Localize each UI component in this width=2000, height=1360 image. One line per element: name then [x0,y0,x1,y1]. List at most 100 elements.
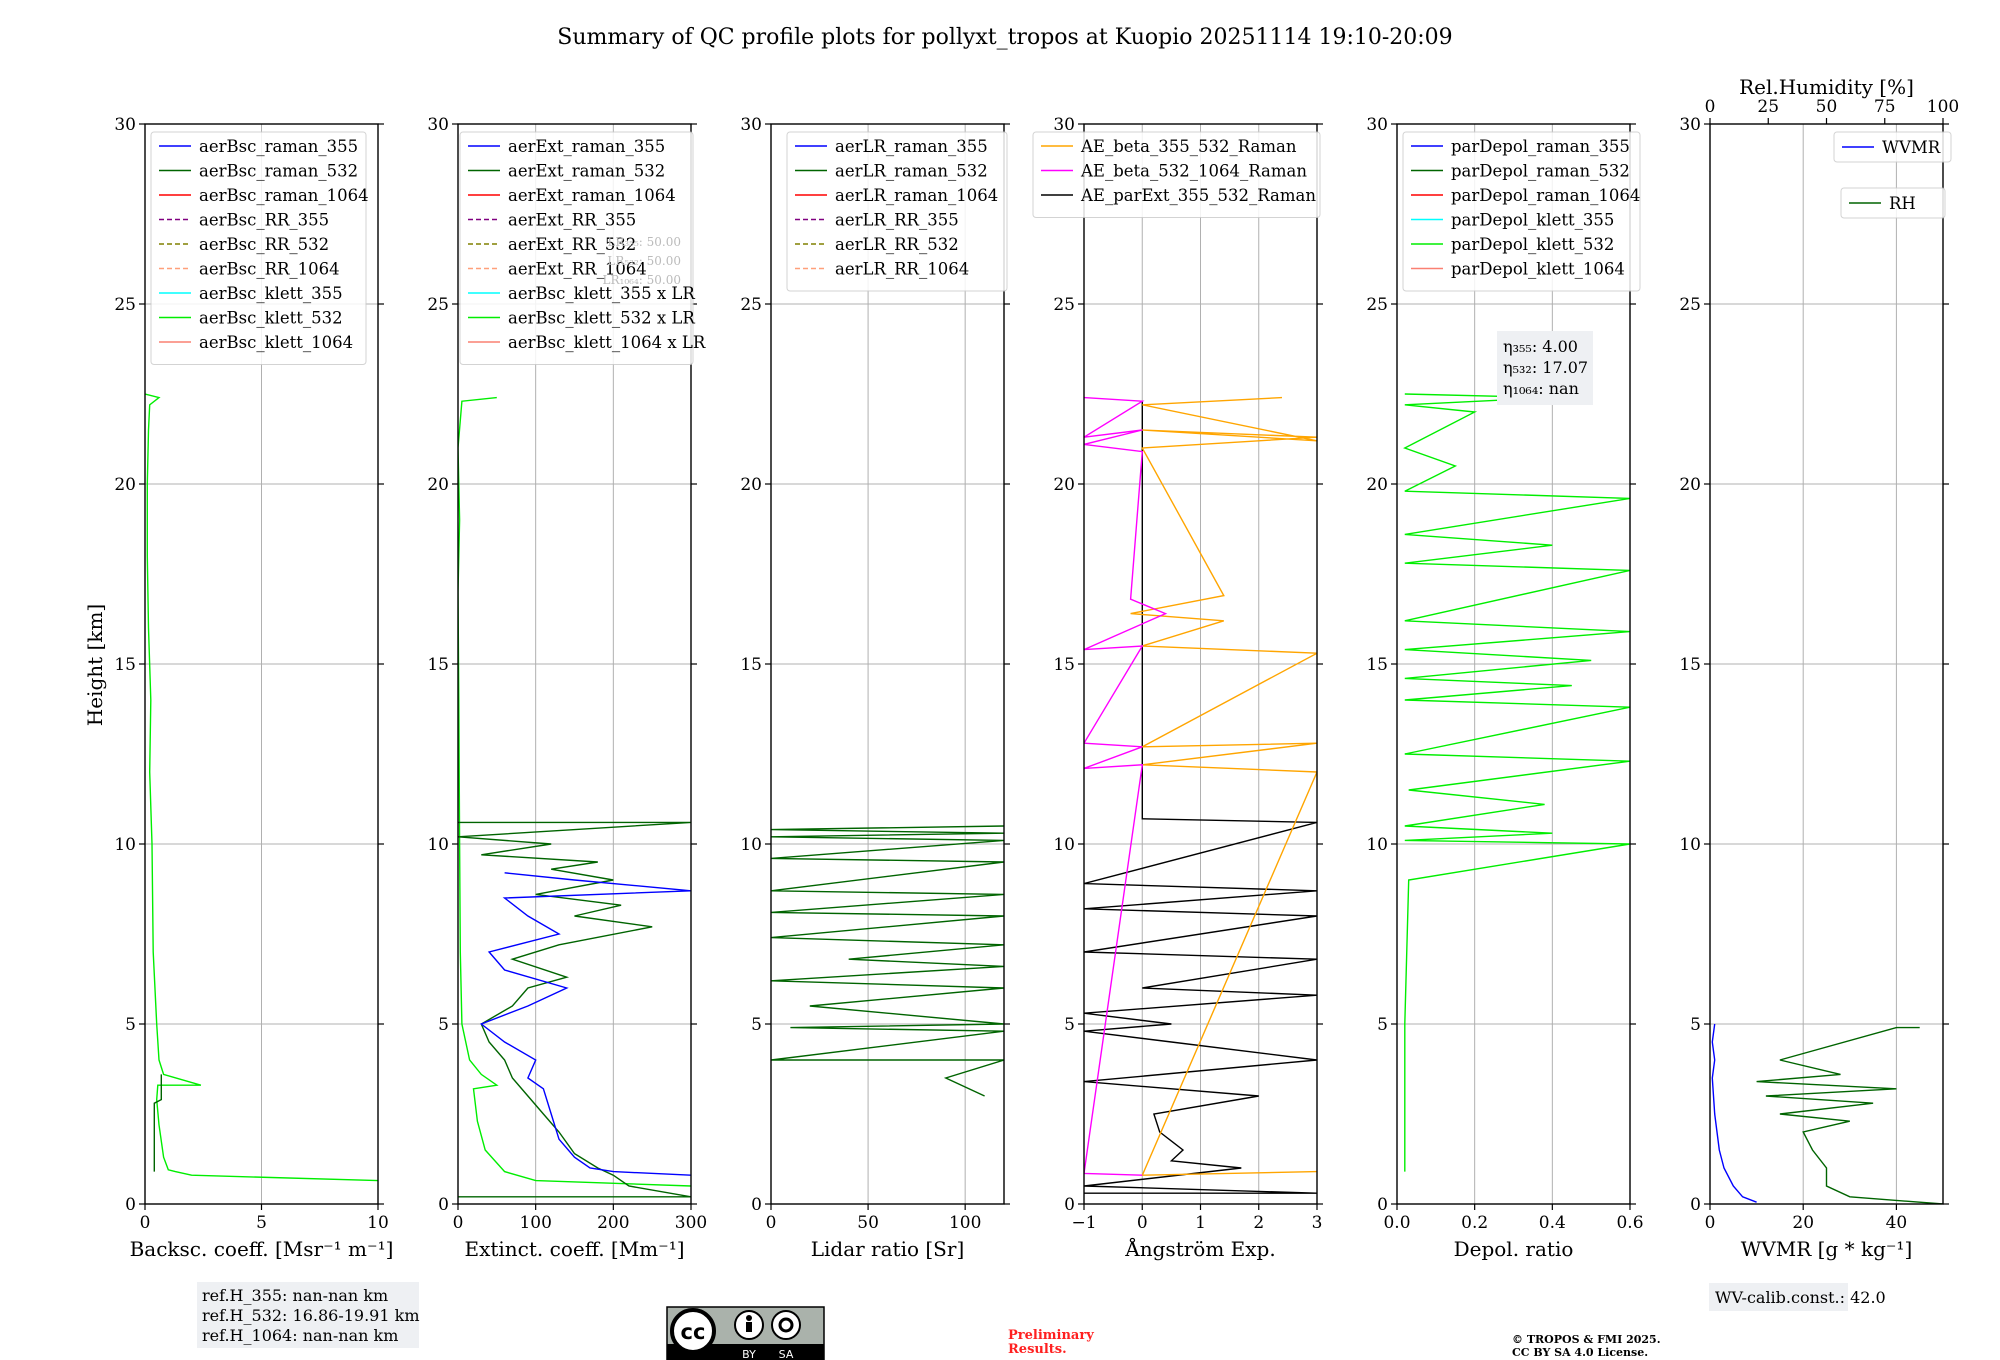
top-tick-label: 50 [1816,97,1838,117]
preliminary-line1: Preliminary [1008,1328,1094,1343]
y-tick-label: 10 [1053,835,1075,855]
y-tick-label: 0 [1690,1195,1701,1215]
eta-label: η₃₅₅: 4.00 [1503,337,1578,356]
legend-label: aerBsc_RR_532 [199,235,329,254]
x-tick-label: 3 [1312,1213,1323,1233]
top-tick-label: 75 [1874,97,1896,117]
series-group [145,393,378,1182]
y-tick-label: 5 [1377,1015,1388,1035]
ref-heights-box [197,1282,419,1348]
legend-label: aerExt_raman_532 [508,162,665,181]
legend-label: aerBsc_klett_532 x LR [508,309,695,328]
legend-label: AE_beta_355_532_Raman [1080,137,1297,156]
y-tick-label: 25 [1366,295,1388,315]
series-aerExt_raman_355 [479,872,691,1176]
x-axis-label: Backsc. coeff. [Msr⁻¹ m⁻¹] [130,1237,394,1261]
x-tick-label: 40 [1886,1213,1908,1233]
y-tick-label: 0 [438,1195,449,1215]
x-tick-label: 0.4 [1539,1213,1566,1233]
panel-lr: 0 5 10 15 20 25 30 0 50 100 Lidar ratio [Sr] aerLR_… [740,115,1010,1261]
legend: aerLR_raman_355 aerLR_raman_532 aerLR_rama… [786,131,1008,292]
legend-label: aerExt_RR_355 [508,211,636,230]
y-tick-label: 5 [125,1015,136,1035]
ref-height-355: ref.H_355: nan-nan km [202,1286,388,1305]
lr-annotation: LR₃₅₅: 50.00 [607,235,681,249]
legend-label: parDepol_klett_1064 [1451,260,1625,279]
x-axis-label: Extinct. coeff. [Mm⁻¹] [464,1237,684,1261]
eta-box [1497,331,1593,405]
legend-box [786,131,1008,292]
y-tick-label: 20 [740,475,762,495]
y-tick-label: 5 [751,1015,762,1035]
legend-label: aerBsc_raman_532 [199,162,358,181]
series-AE_beta_532_1064_Raman [1084,396,1168,1176]
series-group [458,396,691,1198]
sa-text: SA [779,1348,794,1360]
y-tick-label: 15 [1366,655,1388,675]
legend-box [1840,187,1946,219]
preliminary-line2: Results. [1008,1342,1067,1357]
y-tick-label: 20 [1366,475,1388,495]
y-tick-label: 30 [740,115,762,135]
y-tick-label: 0 [1377,1195,1388,1215]
y-tick-label: 30 [427,115,449,135]
legend-label: WVMR [1882,138,1941,157]
x-axis-label: Ångström Exp. [1124,1236,1275,1261]
cc-license-badge: cc BY SA [666,1306,825,1360]
y-tick-label: 15 [1679,655,1701,675]
plot-frame [1396,123,1631,1205]
series-aerBsc_klett_532 [145,393,378,1182]
x-tick-label: 0.0 [1383,1213,1410,1233]
legend-RH: RH [1840,187,1946,219]
series-AE_beta_355_532_Raman [1130,396,1317,1176]
figure-title: Summary of QC profile plots for pollyxt_… [557,25,1452,50]
y-tick-label: 15 [427,655,449,675]
legend-box [1833,131,1952,163]
plot-frame [1709,123,1944,1205]
legend-WVMR: WVMR [1833,131,1952,163]
y-tick-label: 10 [427,835,449,855]
y-axis-label: Height [km] [83,604,107,726]
legend-label: aerBsc_raman_355 [199,137,358,156]
series-group [771,825,1004,1097]
wv-calib-box [1709,1283,1848,1311]
y-tick-label: 30 [1053,115,1075,135]
y-tick-label: 25 [1679,295,1701,315]
legend-label: aerBsc_klett_1064 x LR [508,333,706,352]
plot-frame [457,123,692,1205]
legend-label: AE_parExt_355_532_Raman [1080,186,1316,205]
legend-label: aerLR_RR_532 [835,235,959,254]
legend: aerExt_raman_355 aerExt_raman_532 aerExt_r… [459,131,706,365]
panel-depol: 0 5 10 15 20 25 30 0.0 0.2 0.4 0.6 Depol. ratio parD… [1366,115,1643,1261]
legend-label: aerLR_RR_355 [835,211,959,230]
y-tick-label: 20 [427,475,449,495]
lr-annotation: LR₁₀₆₄: 50.00 [603,273,681,287]
copyright-line2: CC BY SA 4.0 License. [1512,1346,1648,1359]
series-group [1084,396,1317,1194]
legend-label: parDepol_klett_355 [1451,211,1614,230]
legend-label: aerExt_raman_355 [508,137,665,156]
x-tick-label: 0 [1137,1213,1148,1233]
legend-label: aerExt_raman_1064 [508,186,676,205]
legend-label: aerBsc_klett_355 x LR [508,284,695,303]
x-axis-label: Lidar ratio [Sr] [811,1237,965,1261]
y-tick-label: 30 [114,115,136,135]
legend: AE_beta_355_532_Raman AE_beta_532_1064_Ra… [1032,131,1321,218]
ref-height-532: ref.H_532: 16.86-19.91 km [202,1306,420,1325]
x-tick-label: 200 [597,1213,629,1233]
y-tick-label: 25 [1053,295,1075,315]
x-tick-label: 0 [766,1213,777,1233]
y-tick-label: 30 [1679,115,1701,135]
y-tick-label: 0 [1064,1195,1075,1215]
legend-label: aerExt_RR_1064 [508,260,647,279]
legend-label: aerLR_raman_1064 [835,186,998,205]
legend-label: parDepol_raman_355 [1451,137,1630,156]
series-group [1711,1023,1943,1204]
x-tick-label: −1 [1071,1213,1096,1233]
legend-label: aerBsc_klett_1064 [199,333,353,352]
legend-label: aerLR_raman_355 [835,137,988,156]
y-tick-label: 25 [114,295,136,315]
